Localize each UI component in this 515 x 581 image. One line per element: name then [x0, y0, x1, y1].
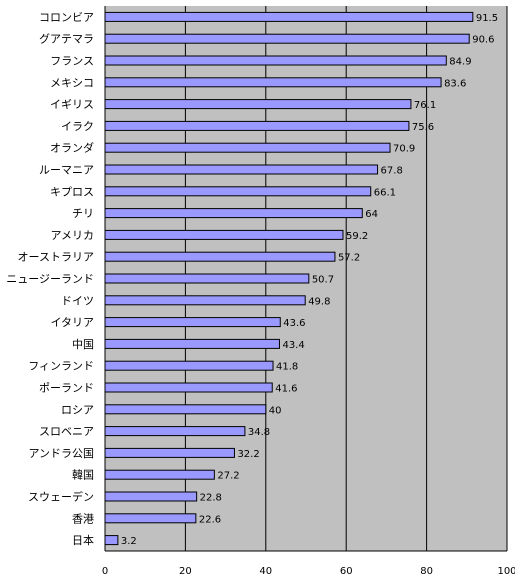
x-tick-label: 100 [497, 566, 515, 577]
data-label: 75.6 [412, 122, 434, 133]
category-label: スウェーデン [28, 490, 94, 504]
bar [104, 360, 274, 371]
category-label: 韓国 [72, 469, 94, 482]
bar [104, 33, 470, 44]
data-label: 3.2 [121, 536, 137, 547]
bar [104, 229, 344, 240]
bar [104, 11, 474, 22]
category-label: ポーランド [39, 382, 94, 395]
category-label: フランス [50, 55, 94, 68]
category-label: ニュージーランド [6, 273, 94, 286]
data-label: 40 [269, 405, 282, 416]
data-label: 84.9 [449, 57, 471, 68]
bar [104, 404, 267, 415]
category-label: オーストラリア [18, 251, 94, 264]
bar [104, 251, 336, 262]
data-label: 49.8 [308, 296, 330, 307]
x-tick-label: 0 [102, 566, 108, 577]
bar [104, 447, 235, 458]
category-label: ドイツ [61, 294, 94, 307]
bar [104, 295, 306, 306]
bar [104, 208, 363, 219]
data-label: 57.2 [338, 253, 360, 264]
category-label: 香港 [72, 512, 94, 525]
data-label: 22.8 [200, 493, 222, 504]
x-axis-ticks: 0 20 40 60 80 100 [102, 566, 515, 577]
category-label: メキシコ [50, 76, 94, 89]
x-tick-label: 20 [179, 566, 192, 577]
data-label: 76.1 [414, 100, 436, 111]
category-label: イラク [61, 120, 94, 133]
bar [104, 317, 281, 328]
bar [104, 535, 119, 546]
x-tick-label: 40 [259, 566, 272, 577]
data-label: 22.6 [199, 514, 221, 525]
bar [104, 142, 391, 153]
data-label: 64 [365, 209, 378, 220]
x-tick-label: 60 [340, 566, 353, 577]
category-label: グアテマラ [39, 32, 94, 46]
data-label: 41.6 [275, 384, 297, 395]
x-tick-label: 80 [420, 566, 433, 577]
category-label: アメリカ [51, 229, 94, 242]
category-label: チリ [72, 207, 94, 220]
category-label: オランダ [50, 141, 94, 155]
data-label: 34.8 [248, 427, 270, 438]
bar [104, 273, 310, 284]
data-label: 43.4 [282, 340, 304, 351]
category-label: コロンビア [39, 11, 94, 24]
data-label: 50.7 [312, 275, 334, 286]
bar [104, 491, 198, 502]
data-label: 59.2 [346, 231, 368, 242]
category-label: ルーマニア [39, 164, 94, 177]
data-label: 90.6 [472, 35, 494, 46]
bar [104, 77, 442, 88]
bar [104, 120, 410, 131]
category-labels: コロンビアグアテマラフランスメキシコイギリスイラクオランダルーマニアキプロスチリ… [6, 11, 94, 547]
category-label: イギリス [50, 98, 94, 111]
category-label: フィンランド [28, 360, 94, 373]
value-labels: 91.5 90.684.9 83.6 76.1 75.6 70.9 67.8 66.1 64 59… [121, 13, 498, 547]
bar [104, 382, 273, 393]
category-label: キプロス [50, 185, 94, 198]
category-label: スロベニア [39, 425, 94, 438]
data-label: 67.8 [381, 166, 403, 177]
bar [104, 186, 372, 197]
bar [104, 513, 197, 524]
bars [104, 11, 474, 546]
bar [104, 55, 447, 66]
data-label: 91.5 [476, 13, 498, 24]
data-label: 66.1 [374, 187, 396, 198]
bar [104, 469, 215, 480]
category-label: イタリア [50, 316, 94, 329]
data-label: 41.8 [276, 362, 298, 373]
data-label: 70.9 [393, 144, 415, 155]
bar [104, 426, 246, 437]
category-label: ロシア [61, 403, 94, 416]
data-label: 83.6 [444, 78, 466, 89]
bar [104, 338, 280, 349]
bar [104, 164, 379, 175]
data-label: 27.2 [217, 471, 239, 482]
category-label: 中国 [72, 338, 94, 351]
data-label: 43.6 [283, 318, 305, 329]
category-label: アンドラ公国 [28, 447, 94, 460]
data-label: 32.2 [237, 449, 259, 460]
bar [104, 99, 412, 110]
category-label: 日本 [72, 533, 94, 547]
